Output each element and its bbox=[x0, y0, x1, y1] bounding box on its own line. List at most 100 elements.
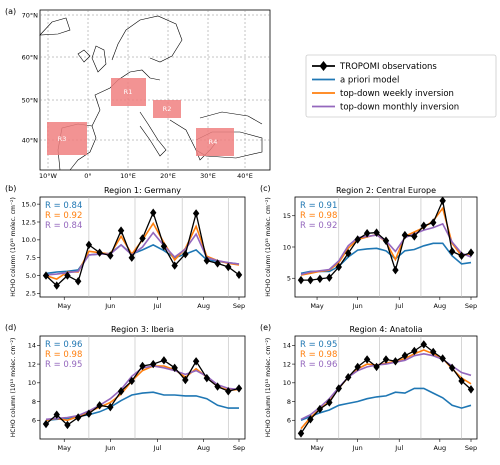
map-coastline bbox=[91, 45, 107, 73]
obs-marker bbox=[326, 398, 333, 407]
region-box-3 bbox=[47, 122, 87, 155]
obs-marker bbox=[363, 355, 371, 364]
x-tick-label: Sep bbox=[233, 444, 245, 452]
y-tick-label: 10 bbox=[283, 243, 291, 251]
obs-marker bbox=[345, 373, 352, 382]
r-value-0: R = 0.96 bbox=[45, 340, 82, 350]
y-tick-label: 15 bbox=[283, 212, 291, 220]
y-tick-label: 2.5 bbox=[26, 290, 36, 298]
legend: TROPOMI observations a priori model top-do… bbox=[305, 54, 497, 118]
map-lat-label: 60°N bbox=[22, 54, 39, 62]
x-tick-label: Jun bbox=[352, 302, 363, 310]
map-panel: 70°N 60°N 50°N 40°N 10°W 0° 10°E 20°E 30°E 40°E R1… bbox=[22, 9, 271, 180]
obs-marker bbox=[448, 247, 456, 256]
panel-frame bbox=[39, 335, 246, 440]
obs-marker bbox=[117, 387, 125, 396]
obs-marker bbox=[297, 275, 305, 285]
y-tick-label: 8 bbox=[32, 398, 36, 406]
x-tick-label: Jun bbox=[352, 444, 363, 452]
obs-marker bbox=[214, 382, 221, 391]
obs-marker bbox=[74, 413, 82, 422]
r-value-2: R = 0.95 bbox=[45, 360, 82, 370]
obs-marker bbox=[448, 363, 456, 373]
panel-letter-a: (a) bbox=[5, 7, 16, 16]
x-tick-label: Jul bbox=[394, 302, 403, 310]
obs-marker bbox=[192, 357, 200, 366]
x-tick-label: Jun bbox=[104, 302, 115, 310]
obs-marker bbox=[235, 384, 243, 393]
x-tick-label: Jul bbox=[153, 302, 162, 310]
map-coastline bbox=[111, 15, 183, 63]
obs-marker bbox=[64, 420, 71, 430]
x-tick-label: May bbox=[310, 302, 324, 310]
obs-marker bbox=[297, 429, 305, 438]
obs-marker bbox=[363, 229, 371, 238]
chart-panel-1: (b) Region 1: Germany 2.5 5.0 7.5 10.0 12.5 15.… bbox=[5, 184, 246, 310]
obs-marker bbox=[214, 259, 221, 268]
obs-marker bbox=[107, 251, 114, 260]
obs-marker bbox=[139, 234, 146, 243]
panel-frame bbox=[294, 335, 478, 440]
legend-label-0: TROPOMI observations bbox=[339, 62, 437, 72]
obs-marker bbox=[182, 249, 189, 259]
obs-marker bbox=[235, 270, 243, 280]
obs-marker bbox=[382, 355, 390, 364]
x-tick-label: May bbox=[58, 302, 72, 310]
region-label-4: R4 bbox=[209, 138, 218, 146]
x-tick-label: May bbox=[310, 444, 324, 452]
obs-marker bbox=[401, 351, 409, 360]
y-axis-label: HCHO column (10¹⁵ molec. cm⁻²) bbox=[265, 197, 272, 297]
obs-marker bbox=[401, 230, 409, 240]
y-tick-label: 12 bbox=[28, 360, 36, 368]
obs-marker bbox=[171, 261, 178, 270]
r-value-1: R = 0.98 bbox=[45, 350, 82, 360]
legend-label-3: top-down monthly inversion bbox=[340, 103, 459, 113]
region-box-1 bbox=[111, 78, 146, 106]
panel-letter: (b) bbox=[5, 184, 16, 193]
y-tick-label: 6 bbox=[32, 417, 36, 425]
x-tick-label: Aug bbox=[433, 444, 446, 452]
x-tick-label: Sep bbox=[233, 302, 245, 310]
obs-marker bbox=[439, 196, 446, 205]
r-value-1: R = 0.98 bbox=[300, 211, 337, 221]
r-value-1: R = 0.92 bbox=[45, 211, 82, 221]
obs-marker bbox=[117, 226, 125, 235]
obs-marker bbox=[203, 373, 211, 383]
y-tick-label: 8 bbox=[287, 398, 291, 406]
obs-marker bbox=[335, 262, 342, 272]
map-lon-label: 40°E bbox=[237, 172, 253, 180]
panel-title: Region 1: Germany bbox=[104, 186, 181, 195]
y-axis-label: HCHO column (10¹⁵ molec. cm⁻²) bbox=[265, 338, 272, 438]
chart-panel-3: (d) Region 3: Iberia 6 8 10 12 14 May Jun Jul Aug S… bbox=[5, 323, 246, 452]
y-tick-label: 5.0 bbox=[26, 272, 36, 280]
region-label-3: R3 bbox=[58, 135, 67, 143]
region-label-1: R1 bbox=[124, 88, 133, 96]
obs-marker bbox=[128, 376, 135, 386]
obs-marker bbox=[192, 209, 200, 218]
obs-marker bbox=[316, 404, 324, 414]
obs-marker bbox=[203, 256, 211, 265]
map-lon-label: 30°E bbox=[200, 172, 216, 180]
panel-letter: (c) bbox=[260, 184, 271, 193]
panel-letter: (e) bbox=[260, 323, 271, 332]
r-value-2: R = 0.92 bbox=[300, 221, 337, 231]
panel-title: Region 4: Anatolia bbox=[349, 325, 422, 334]
x-tick-label: Jun bbox=[104, 444, 115, 452]
obs-marker bbox=[160, 242, 168, 251]
y-tick-label: 5 bbox=[287, 275, 291, 283]
obs-marker bbox=[411, 346, 418, 356]
panel-title: Region 2: Central Europe bbox=[336, 186, 436, 195]
x-tick-label: Aug bbox=[433, 302, 446, 310]
obs-marker bbox=[42, 419, 50, 429]
obs-marker bbox=[430, 347, 437, 357]
obs-marker bbox=[85, 240, 93, 250]
obs-marker bbox=[307, 415, 314, 424]
obs-marker bbox=[225, 387, 232, 396]
map-lat-label: 40°N bbox=[22, 137, 39, 145]
panel-title: Region 3: Iberia bbox=[111, 325, 174, 334]
y-tick-label: 14 bbox=[283, 342, 291, 350]
r-value-1: R = 0.98 bbox=[300, 350, 337, 360]
obs-marker bbox=[458, 376, 465, 386]
obs-marker bbox=[150, 359, 157, 369]
